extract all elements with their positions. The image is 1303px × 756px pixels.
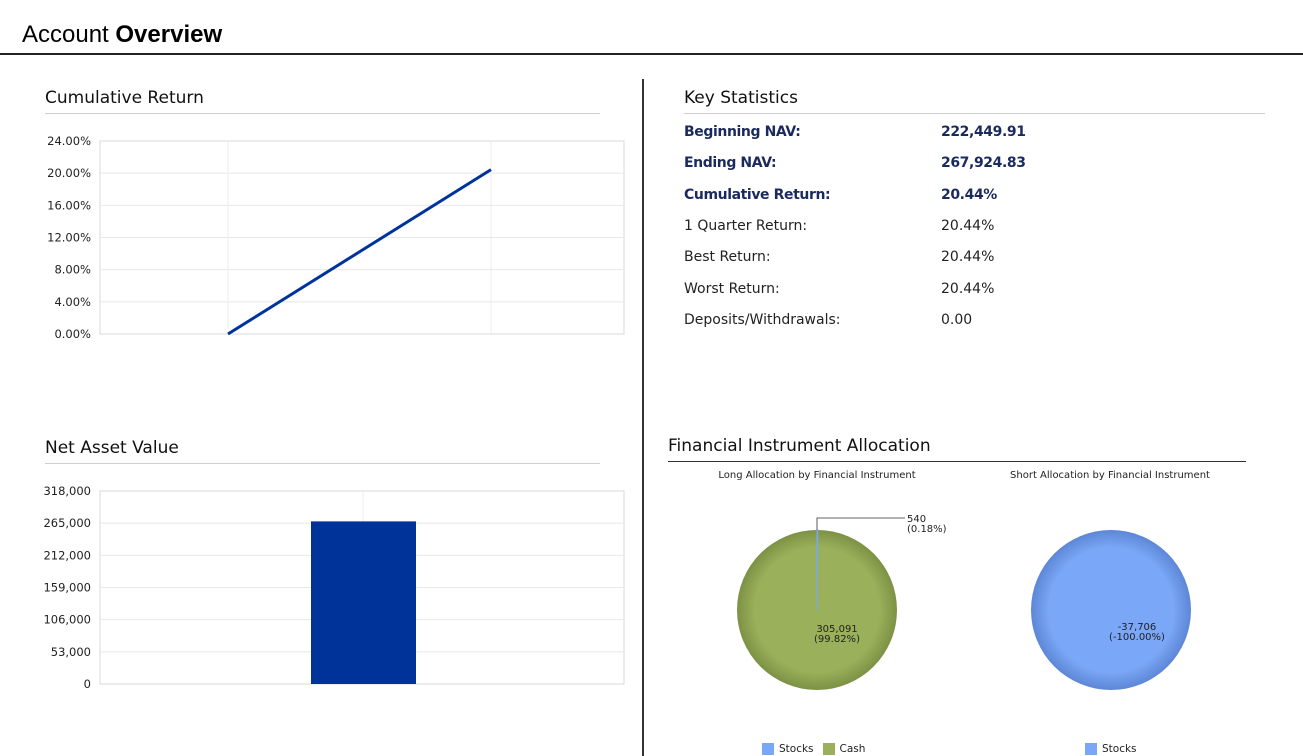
legend-item-stocks: Stocks: [1085, 743, 1137, 755]
y-tick-label: 16.00%: [47, 198, 91, 212]
y-tick-label: 265,000: [43, 516, 91, 530]
stat-row-cumulative-return: Cumulative Return: 20.44%: [684, 183, 1244, 207]
cumulative-return-line: [227, 168, 492, 336]
stat-row-beginning-nav: Beginning NAV: 222,449.91: [684, 120, 1244, 144]
legend-item-cash: Cash: [822, 743, 866, 755]
stat-row-best-return: Best Return: 20.44%: [684, 245, 1244, 269]
y-tick-label: 24.00%: [47, 134, 91, 148]
legend-label: Cash: [839, 743, 866, 755]
stat-value: 222,449.91: [941, 124, 1026, 140]
y-tick-label: 12.00%: [47, 231, 91, 245]
key-statistics-title: Key Statistics: [684, 87, 1265, 114]
pie-slice-stocks: [1031, 530, 1191, 690]
stat-value: 20.44%: [941, 281, 995, 297]
stat-label: Worst Return:: [684, 281, 780, 297]
page-title-strong: Overview: [115, 21, 223, 48]
nav-bar: [311, 521, 416, 684]
stat-row-quarter-return: 1 Quarter Return: 20.44%: [684, 214, 1244, 238]
y-tick-label: 212,000: [43, 548, 91, 562]
column-divider: [642, 79, 644, 756]
slice-pct-label-stocks: (-100.00%): [1109, 632, 1165, 643]
stat-label: Cumulative Return:: [684, 187, 831, 203]
cumulative-return-chart: 24.00% 20.00% 16.00% 12.00% 8.00% 4.00% 0.00%: [47, 134, 625, 341]
legend-swatch: [762, 743, 774, 755]
stat-label: 1 Quarter Return:: [684, 218, 808, 234]
slice-pct-label-stocks: (0.18%): [907, 524, 947, 535]
cumulative-return-title: Cumulative Return: [45, 87, 600, 114]
stat-value: 267,924.83: [941, 155, 1026, 171]
stat-label: Beginning NAV:: [684, 124, 801, 140]
legend-label: Stocks: [779, 743, 814, 755]
stat-value: 20.44%: [941, 218, 995, 234]
stat-row-deposits-withdrawals: Deposits/Withdrawals: 0.00: [684, 308, 1244, 332]
page-title: Account Overview: [22, 20, 222, 50]
page-header: Account Overview: [0, 0, 1303, 55]
stat-label: Deposits/Withdrawals:: [684, 312, 841, 328]
stat-label: Best Return:: [684, 249, 771, 265]
long-allocation-legend: Stocks Cash: [762, 743, 874, 755]
slice-pct-label-cash: (99.82%): [814, 634, 860, 645]
y-tick-label: 318,000: [43, 484, 91, 498]
slice-value-label-cash: 305,091: [816, 624, 857, 635]
short-allocation-subtitle: Short Allocation by Financial Instrument: [1010, 470, 1210, 481]
slice-leader-line: [816, 517, 905, 530]
long-allocation-subtitle: Long Allocation by Financial Instrument: [718, 470, 916, 481]
stat-label: Ending NAV:: [684, 155, 777, 171]
slice-value-label-stocks: 540: [907, 514, 926, 525]
y-tick-label: 159,000: [43, 581, 91, 595]
legend-swatch: [822, 743, 835, 755]
net-asset-value-title: Net Asset Value: [45, 437, 600, 464]
y-tick-label: 20.00%: [47, 166, 91, 180]
legend-swatch: [1085, 743, 1097, 755]
stat-row-worst-return: Worst Return: 20.44%: [684, 277, 1244, 301]
short-allocation-pie: -37,706(-100.00%): [1031, 530, 1191, 690]
y-tick-label: 0: [84, 677, 91, 691]
legend-label: Stocks: [1102, 743, 1137, 755]
short-allocation-legend: Stocks: [1085, 743, 1146, 755]
stat-value: 20.44%: [941, 187, 997, 203]
long-allocation-pie: 540(0.18%) 305,091(99.82%): [737, 514, 947, 690]
y-tick-label: 53,000: [51, 645, 91, 659]
slice-value-label-stocks: -37,706: [1118, 622, 1157, 633]
y-tick-label: 0.00%: [54, 327, 91, 341]
stat-row-ending-nav: Ending NAV: 267,924.83: [684, 151, 1244, 175]
stat-value: 0.00: [941, 312, 973, 328]
financial-allocation-title: Financial Instrument Allocation: [668, 435, 1246, 462]
net-asset-value-chart: 318,000 265,000 212,000 159,000 106,000 53,00…: [43, 484, 625, 691]
y-tick-label: 106,000: [43, 613, 91, 627]
y-tick-label: 4.00%: [54, 295, 91, 309]
stat-value: 20.44%: [941, 249, 995, 265]
legend-item-stocks: Stocks: [762, 743, 814, 755]
page-title-prefix: Account: [22, 21, 109, 48]
y-tick-label: 8.00%: [54, 263, 91, 277]
